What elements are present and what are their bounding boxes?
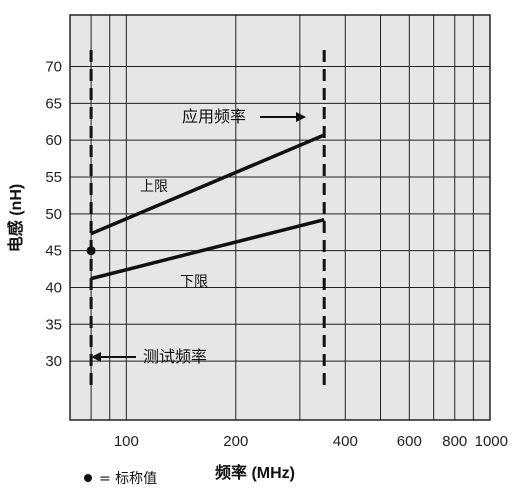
y-tick-label: 55 xyxy=(45,169,62,186)
legend-marker xyxy=(84,474,92,482)
series-label-upper: 上限 xyxy=(140,179,168,195)
plot-area xyxy=(69,14,491,421)
nominal-points xyxy=(86,246,96,256)
y-tick-label: 65 xyxy=(45,95,62,112)
series-line xyxy=(90,133,325,236)
grid xyxy=(70,15,490,420)
series-line xyxy=(90,218,325,281)
annotation-test-frequency: 测试频率 xyxy=(143,347,207,366)
arrowhead-test-frequency xyxy=(91,352,101,362)
x-tick-label: 1000 xyxy=(475,433,508,450)
annotation-application-frequency: 应用频率 xyxy=(182,107,246,126)
y-tick-labels: 30 35 40 45 50 55 60 65 70 xyxy=(45,59,62,371)
y-axis-title: 电感 (nH) xyxy=(6,184,25,252)
x-tick-label: 100 xyxy=(114,433,139,450)
x-tick-label: 800 xyxy=(442,433,467,450)
series-lines xyxy=(90,133,325,281)
y-tick-label: 35 xyxy=(45,316,62,333)
y-tick-label: 45 xyxy=(45,243,62,260)
series-label-lower: 下限 xyxy=(180,274,208,290)
y-tick-label: 50 xyxy=(45,206,62,223)
x-tick-label: 200 xyxy=(223,433,248,450)
x-tick-labels: 100 200 400 600 800 1000 xyxy=(114,433,508,450)
x-tick-label: 400 xyxy=(333,433,358,450)
nominal-point xyxy=(86,246,96,256)
y-tick-label: 40 xyxy=(45,279,62,296)
y-tick-label: 30 xyxy=(45,353,62,370)
y-tick-label: 60 xyxy=(45,132,62,149)
x-axis-title: 频率 (MHz) xyxy=(215,463,295,482)
x-tick-label: 600 xyxy=(397,433,422,450)
legend-text: = 标称值 xyxy=(99,471,157,487)
arrowhead-application-frequency xyxy=(296,112,306,122)
y-tick-label: 70 xyxy=(45,59,62,76)
